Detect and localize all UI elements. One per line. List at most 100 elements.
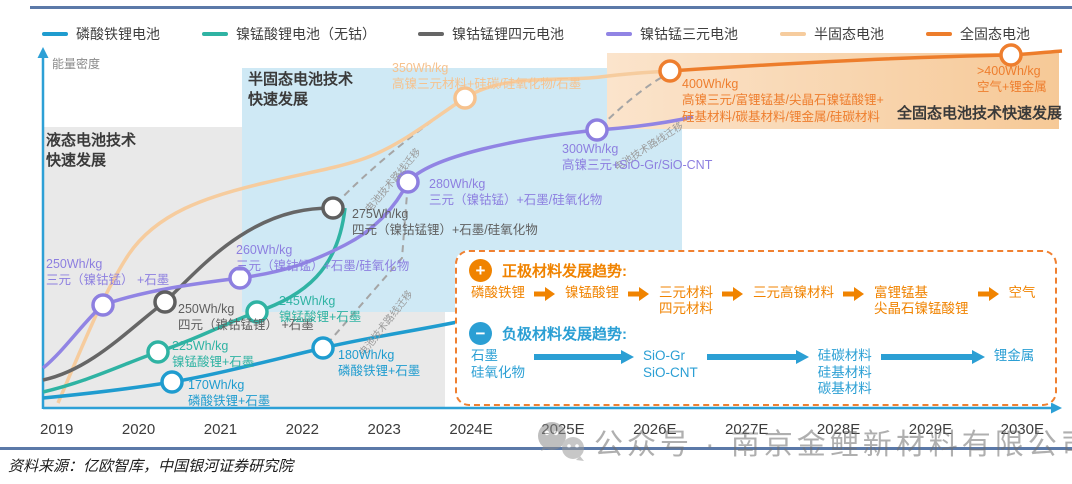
arrow-right-icon — [534, 286, 556, 307]
legend-swatch-icon — [926, 32, 952, 36]
negative-trend-title-row: − 负极材料发展趋势: — [469, 320, 1045, 346]
point-label: >400Wh/kg 空气+锂金属 — [977, 64, 1047, 95]
legend-label: 全固态电池 — [960, 26, 1030, 42]
plus-icon: + — [469, 258, 492, 282]
legend-label: 磷酸铁锂电池 — [76, 26, 160, 42]
legend-label: 镍钴锰三元电池 — [640, 26, 738, 42]
arrow-right-icon — [843, 286, 865, 307]
minus-icon: − — [469, 321, 492, 345]
curve-lnmo — [42, 207, 347, 394]
legend-swatch-icon — [42, 32, 68, 36]
step-label: 磷酸铁锂 — [471, 285, 525, 300]
curve-semi-solid — [56, 69, 671, 404]
data-point-marker — [658, 59, 682, 83]
step-label: 硅碳材料 硅基材料 碳基材料 — [817, 348, 872, 396]
region-label-all-solid: 全固态电池技术快速发展 — [897, 105, 1063, 122]
x-axis-year: 2022 — [285, 421, 319, 438]
legend-item: 镍钴锰锂四元电池 — [418, 24, 564, 44]
legend-item: 半固态电池 — [780, 24, 884, 44]
top-border-line — [30, 6, 1072, 9]
legend-item: 磷酸铁锂电池 — [42, 24, 160, 44]
step-label: 三元高镍材料 — [753, 285, 834, 300]
y-axis — [37, 47, 49, 409]
data-point-marker — [160, 370, 184, 394]
bottom-border-line — [0, 447, 1072, 450]
step-label: 锂金属 — [993, 348, 1035, 364]
x-axis-year: 2029E — [908, 421, 953, 438]
data-point-marker — [396, 170, 420, 194]
data-point-marker — [999, 43, 1023, 67]
wechat-icon — [538, 422, 584, 461]
x-axis-year: 2020 — [121, 421, 156, 438]
step-label: 富锂锰基 尖晶石镍锰酸锂 — [874, 285, 969, 317]
legend-swatch-icon — [780, 32, 806, 36]
legend: 磷酸铁锂电池 镍锰酸锂电池（无钴） 镍钴锰锂四元电池 镍钴锰三元电池 半固态电池 全固态电… — [0, 24, 1072, 44]
data-point-marker — [146, 340, 170, 364]
data-point-marker — [321, 196, 345, 220]
watermark: 公众号 · 南京金鲤新材料有限公司 — [536, 421, 1072, 463]
x-axis-year: 2028E — [816, 421, 861, 438]
legend-swatch-icon — [418, 32, 444, 36]
data-point-marker — [453, 86, 477, 110]
region-label-semi-solid: 半固态电池技术 快速发展 — [248, 71, 354, 109]
legend-item: 镍钴锰三元电池 — [606, 24, 738, 44]
arrow-right-icon — [534, 349, 634, 370]
y-axis-arrow-icon — [37, 47, 49, 58]
x-axis-year: 2019 — [40, 421, 74, 438]
arrow-right-icon — [722, 286, 744, 307]
step-label: 石墨 硅氧化物 — [471, 348, 525, 380]
point-label: 245Wh/kg 镍锰酸锂+石墨 — [279, 294, 362, 325]
legend-swatch-icon — [202, 32, 228, 36]
legend-label: 镍锰酸锂电池（无钴） — [236, 26, 376, 42]
arrow-right-icon — [628, 286, 650, 307]
legend-item: 全固态电池 — [926, 24, 1030, 44]
curve-all-solid — [669, 49, 1063, 73]
point-label: 170Wh/kg 磷酸铁锂+石墨 — [188, 378, 271, 409]
arrow-right-icon — [880, 349, 985, 370]
x-axis-year: 2024E — [449, 421, 493, 438]
y-axis-label: 能量密度 — [52, 57, 101, 71]
curve-lfp — [42, 319, 463, 400]
step-label: SiO-Gr SiO-CNT — [643, 348, 698, 380]
x-axis-year: 2021 — [203, 421, 238, 438]
arrow-right-icon — [977, 286, 1000, 307]
data-point-markers — [91, 43, 1023, 394]
point-label: 250Wh/kg 三元（镍钴锰） +石墨 — [46, 257, 170, 288]
step-label: 三元材料 四元材料 — [659, 285, 713, 317]
positive-trend-title-row: + 正极材料发展趋势: — [469, 257, 1045, 283]
positive-trend-steps: 磷酸铁锂 镍锰酸锂 三元材料 四元材料 三元高镍材料 富锂锰基 尖晶石镍锰酸锂 空气 — [471, 285, 1045, 317]
legend-swatch-icon — [606, 32, 632, 36]
point-label: 275Wh/kg 四元（镍钴锰锂）+石墨/硅氧化物 — [352, 207, 538, 238]
step-label: 镍锰酸锂 — [565, 285, 619, 300]
point-label: 280Wh/kg 三元（镍钴锰）+石墨/硅氧化物 — [429, 177, 603, 208]
data-point-marker — [153, 290, 177, 314]
data-point-marker — [311, 336, 335, 360]
point-label: 260Wh/kg 三元（镍钴锰）+石墨/硅氧化物 — [236, 243, 410, 274]
x-axis-arrow-icon — [1051, 402, 1062, 414]
x-axis-year: 2023 — [367, 421, 401, 438]
x-axis-year: 2030E — [1000, 421, 1044, 438]
watermark-text: 公众号 · 南京金鲤新材料有限公司 — [594, 429, 1072, 461]
point-label: 300Wh/kg 高镍三元+SiO-Gr/SiO-CNT — [562, 142, 713, 173]
x-axis-year: 2027E — [725, 421, 769, 438]
data-point-marker — [228, 266, 252, 290]
region-all-solid-phase — [607, 53, 1059, 129]
point-label: 350Wh/kg 高镍三元材料+硅碳/硅氧化物/石墨 — [392, 61, 582, 92]
positive-trend-title: 正极材料发展趋势: — [502, 262, 627, 280]
point-label: 250Wh/kg 四元（镍钴锰锂） +石墨 — [178, 302, 314, 333]
x-axis — [43, 402, 1062, 414]
negative-trend-title: 负极材料发展趋势: — [502, 325, 627, 343]
data-point-marker — [91, 293, 115, 317]
point-label: 180Wh/kg 磷酸铁锂+石墨 — [338, 348, 421, 379]
x-axis-year: 2026E — [633, 421, 677, 438]
legend-label: 镍钴锰锂四元电池 — [452, 26, 564, 42]
point-label: 400Wh/kg 高镍三元/富锂锰基/尖晶石镍锰酸锂+ 硅基材料/碳基材料/锂金属/… — [682, 77, 884, 124]
data-point-marker — [585, 118, 609, 142]
trend-box: + 正极材料发展趋势: 磷酸铁锂 镍锰酸锂 三元材料 四元材料 三元高镍材料 富锂锰基 尖晶… — [455, 250, 1057, 406]
step-label: 空气 — [1008, 285, 1036, 300]
legend-label: 半固态电池 — [814, 26, 884, 42]
source-note: 资料来源：亿欧智库，中国银河证券研究院 — [8, 459, 294, 475]
region-label-liquid: 液态电池技术 快速发展 — [46, 132, 137, 170]
